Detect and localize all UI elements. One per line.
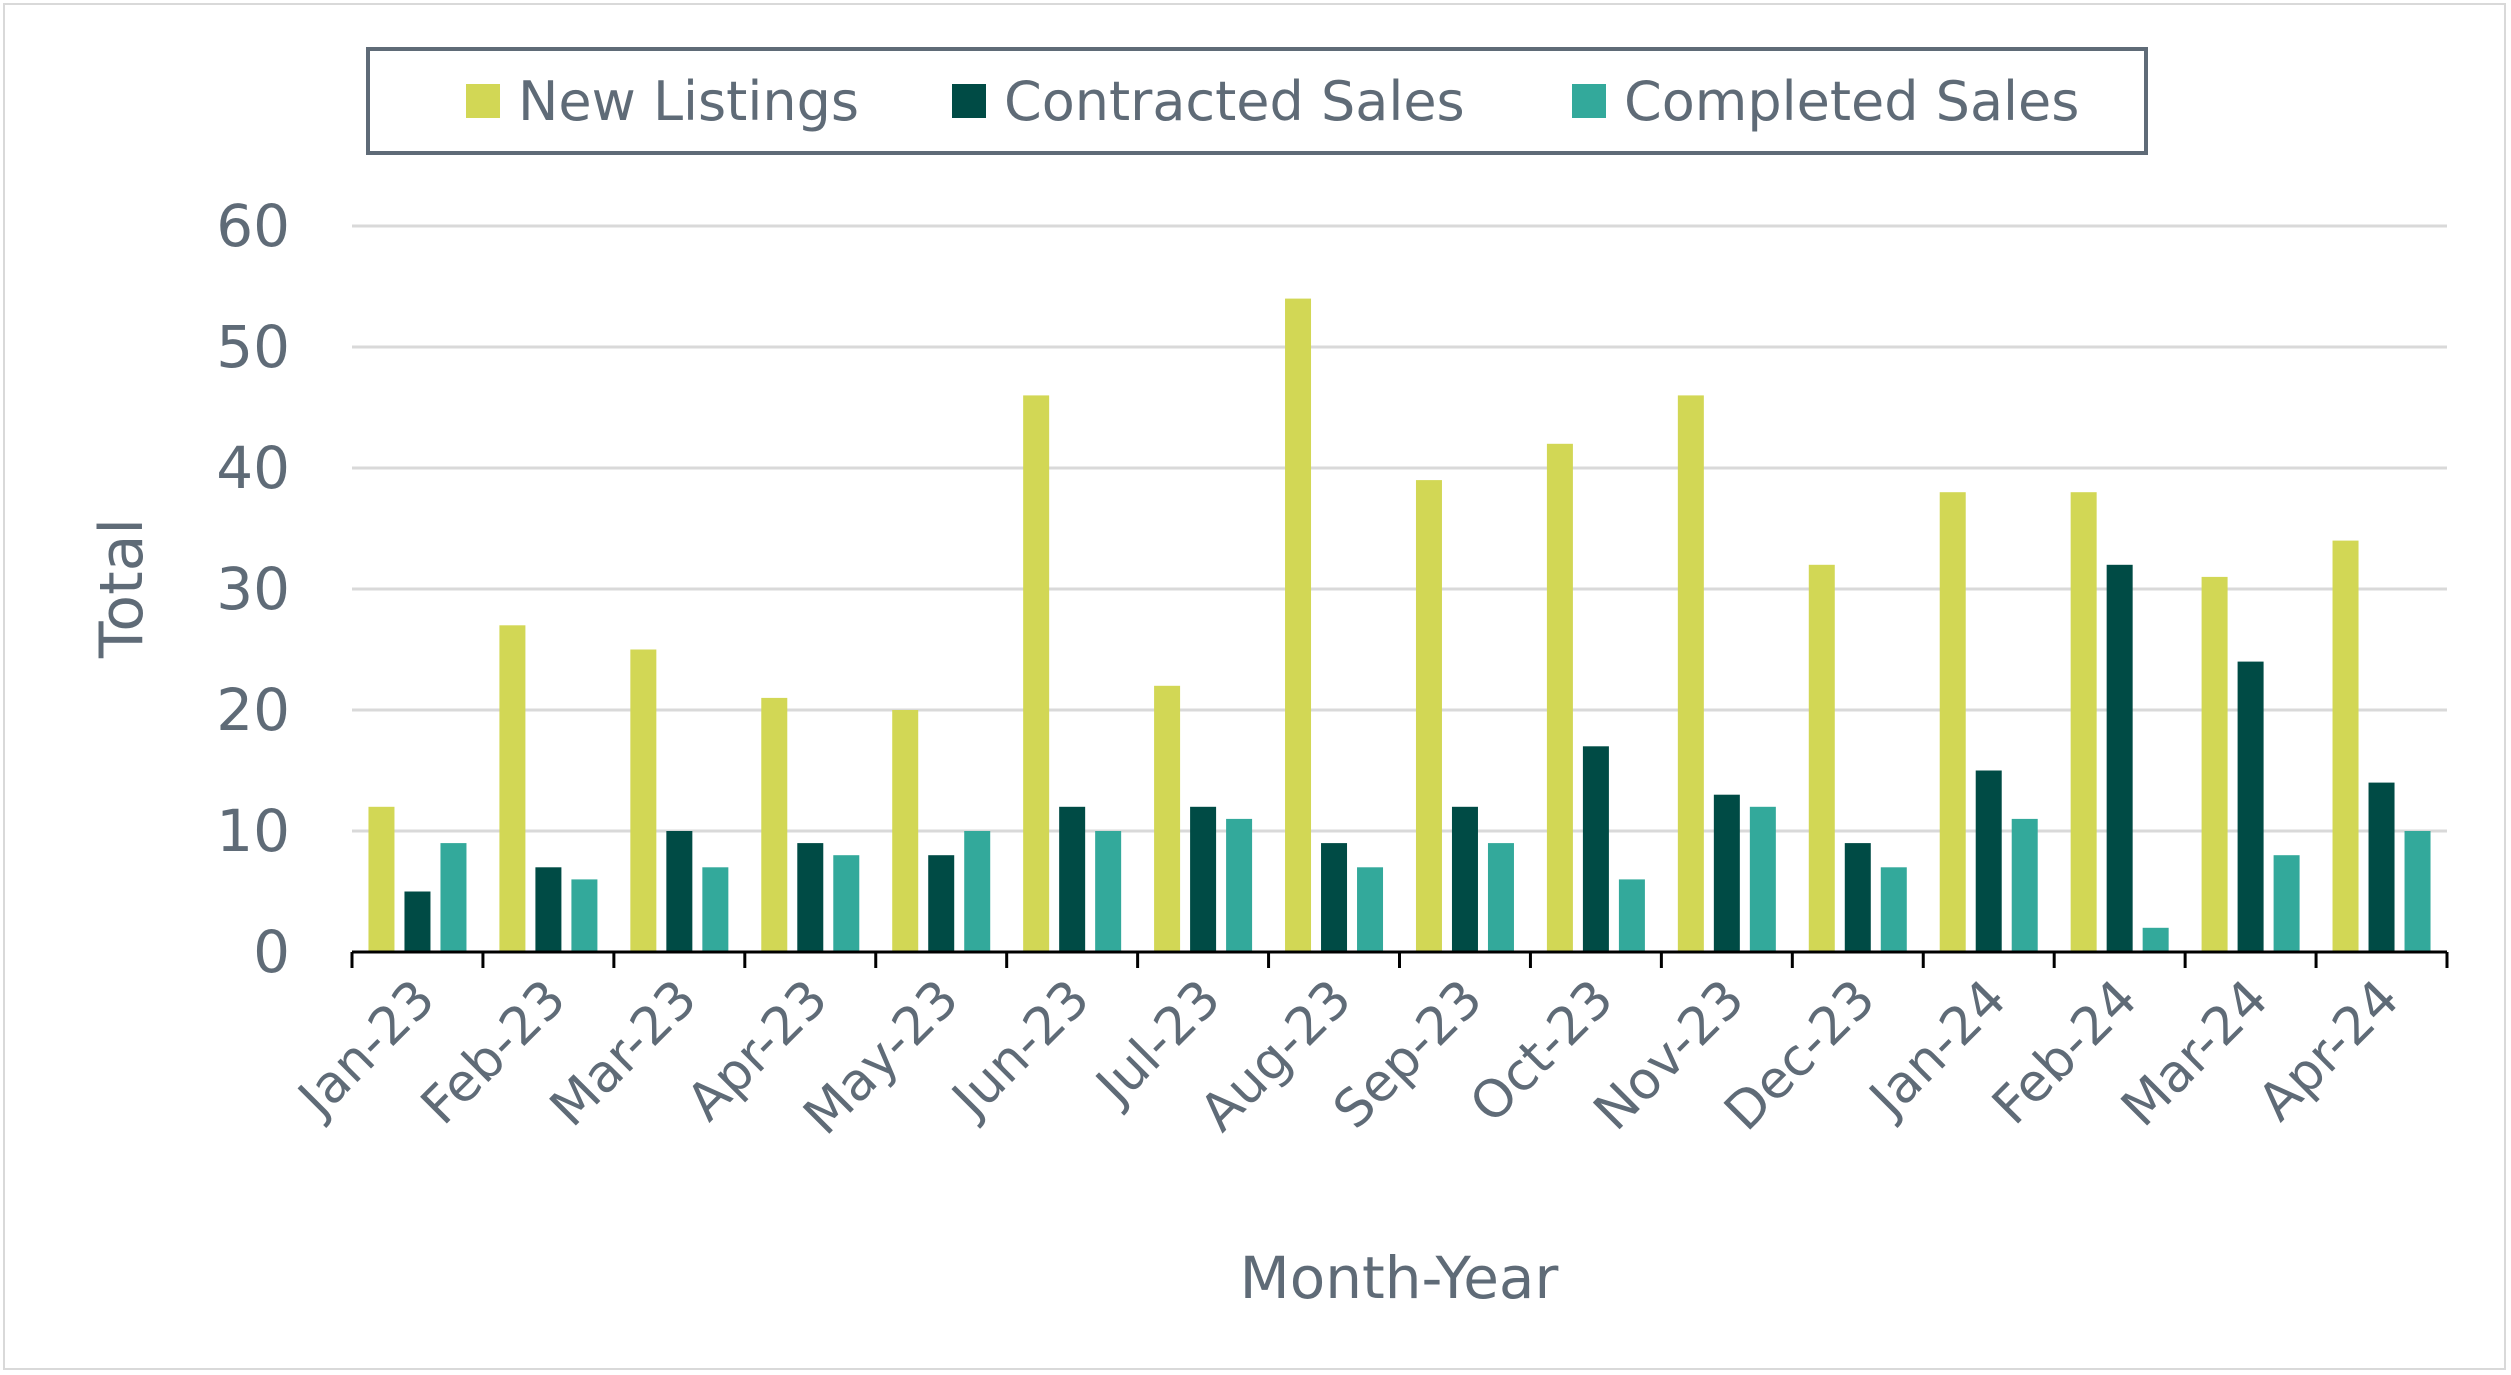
- bar-contracted-sales: [1844, 843, 1871, 952]
- bar-completed-sales: [1226, 818, 1253, 952]
- legend-label-new-listings: New Listings: [518, 69, 859, 133]
- bar-new-listings: [1285, 298, 1312, 953]
- bar-new-listings: [1939, 492, 1966, 952]
- bar-new-listings: [1415, 480, 1442, 952]
- x-axis-title: Month-Year: [1240, 1244, 1559, 1312]
- bar-new-listings: [2201, 576, 2228, 952]
- bar-new-listings: [499, 625, 526, 952]
- bar-completed-sales: [440, 843, 467, 952]
- gridlines: [352, 224, 2447, 833]
- bar-contracted-sales: [797, 843, 824, 952]
- y-tick-labels: 0 10 20 30 40 50 60: [216, 192, 290, 986]
- bar-contracted-sales: [1582, 746, 1609, 952]
- bar-new-listings: [2070, 492, 2097, 952]
- y-tick-label: 50: [216, 313, 290, 381]
- bars: [368, 298, 2431, 953]
- bar-completed-sales: [702, 867, 729, 952]
- bar-new-listings: [1808, 564, 1835, 952]
- bar-contracted-sales: [928, 855, 955, 952]
- bar-new-listings: [1546, 443, 1573, 952]
- bar-contracted-sales: [1451, 806, 1478, 952]
- bar-new-listings: [2332, 540, 2359, 952]
- bar-completed-sales: [833, 855, 860, 952]
- bar-completed-sales: [1487, 843, 1514, 952]
- x-tick-labels: Jan-23Feb-23Mar-23Apr-23May-23Jun-23Jul-…: [285, 969, 2410, 1147]
- bar-completed-sales: [2404, 831, 2431, 952]
- bar-completed-sales: [964, 831, 991, 952]
- bar-completed-sales: [1095, 831, 1122, 952]
- bar-new-listings: [1023, 395, 1050, 952]
- chart-legend: New Listings Contracted Sales Completed …: [366, 47, 2148, 155]
- x-tick-label: Sep-23: [1322, 969, 1494, 1141]
- legend-label-completed-sales: Completed Sales: [1624, 69, 2080, 133]
- x-tick-label: Mar-23: [539, 969, 709, 1139]
- bar-completed-sales: [571, 879, 598, 952]
- bar-new-listings: [1154, 685, 1181, 952]
- x-tick-label: Feb-24: [1981, 969, 2149, 1137]
- bar-contracted-sales: [666, 831, 693, 952]
- y-tick-label: 0: [253, 918, 290, 986]
- legend-label-contracted-sales: Contracted Sales: [1004, 69, 1465, 133]
- y-tick-label: 10: [216, 797, 290, 865]
- x-tick-label: Apr-24: [2247, 969, 2411, 1133]
- legend-swatch-contracted-sales: [952, 84, 986, 118]
- y-tick-label: 60: [216, 192, 290, 260]
- x-axis: [350, 950, 2449, 968]
- legend-swatch-new-listings: [466, 84, 500, 118]
- y-tick-label: 30: [216, 555, 290, 623]
- bar-completed-sales: [1749, 806, 1776, 952]
- bar-contracted-sales: [2106, 564, 2133, 952]
- legend-swatch-completed-sales: [1572, 84, 1606, 118]
- bar-contracted-sales: [2237, 661, 2264, 952]
- bar-contracted-sales: [1713, 794, 1740, 952]
- legend-item-completed-sales: Completed Sales: [1572, 51, 2079, 151]
- y-tick-label: 40: [216, 434, 290, 502]
- bar-completed-sales: [1618, 879, 1645, 952]
- bar-contracted-sales: [1190, 806, 1217, 952]
- bar-new-listings: [892, 710, 919, 952]
- bar-new-listings: [630, 649, 657, 952]
- bar-contracted-sales: [535, 867, 562, 952]
- y-tick-label: 20: [216, 676, 290, 744]
- bar-completed-sales: [2142, 927, 2169, 952]
- x-tick-label: Mar-24: [2110, 969, 2280, 1139]
- y-axis-title: Total: [87, 518, 157, 659]
- legend-item-new-listings: New Listings: [466, 51, 859, 151]
- bar-contracted-sales: [1321, 843, 1348, 952]
- bar-contracted-sales: [1975, 770, 2002, 952]
- bar-completed-sales: [2011, 818, 2038, 952]
- bar-new-listings: [1677, 395, 1704, 952]
- bar-contracted-sales: [1059, 806, 1086, 952]
- bar-completed-sales: [1880, 867, 1907, 952]
- legend-item-contracted-sales: Contracted Sales: [952, 51, 1465, 151]
- bar-new-listings: [761, 697, 788, 952]
- bar-new-listings: [368, 806, 395, 952]
- bar-contracted-sales: [2368, 782, 2395, 952]
- bar-completed-sales: [2273, 855, 2300, 952]
- x-tick-label: Feb-23: [410, 969, 578, 1137]
- x-tick-label: Jun-23: [939, 969, 1101, 1131]
- bar-contracted-sales: [404, 891, 431, 952]
- bar-completed-sales: [1357, 867, 1384, 952]
